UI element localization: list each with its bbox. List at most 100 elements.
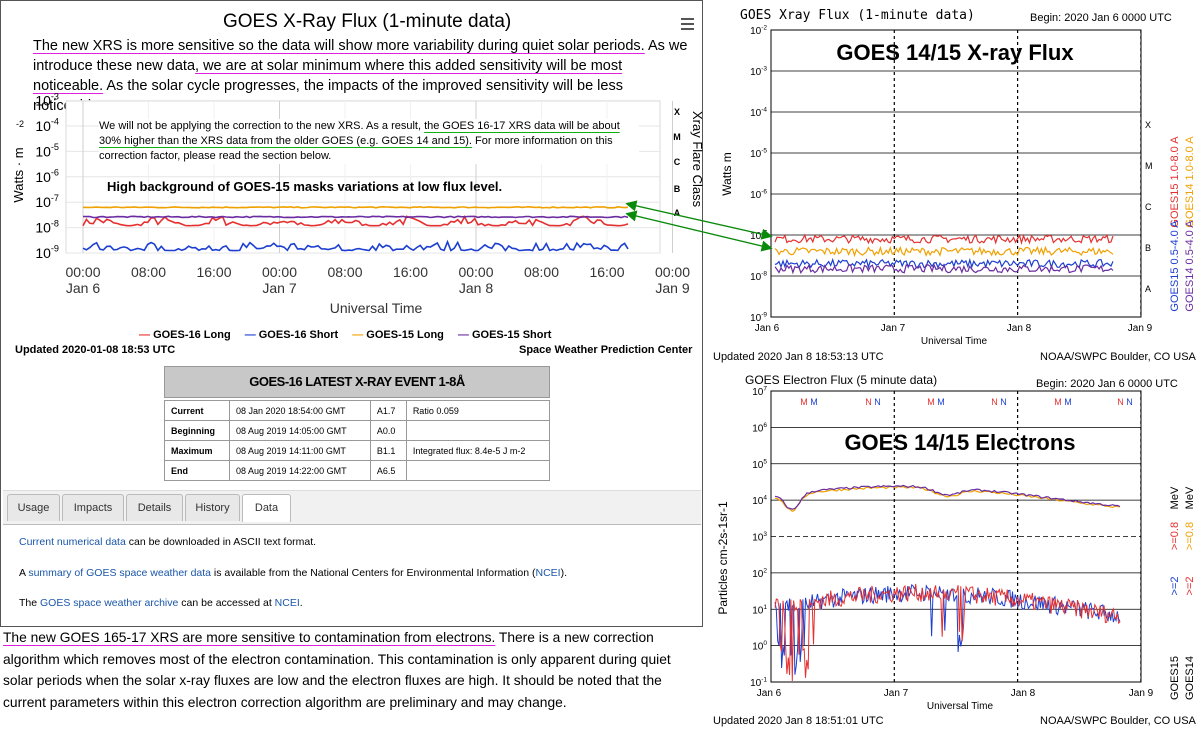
grid — [771, 30, 1142, 315]
data-tab-text: The — [19, 597, 41, 609]
event-time: 08 Aug 2019 14:22:00 GMT — [228, 460, 371, 481]
series-line — [82, 215, 629, 219]
series-line — [774, 484, 1121, 510]
legend-item[interactable]: — GOES-16 Long — [139, 329, 231, 341]
y-tick-label: 10-4 — [750, 107, 767, 120]
y-tick-label: 10-5 — [750, 148, 767, 161]
electron-begin: Begin: 2020 Jan 6 0000 UTC — [1036, 378, 1178, 390]
legend-item[interactable]: — GOES-15 Long — [352, 329, 444, 341]
electron-title: GOES Electron Flux (5 minute data) — [745, 373, 937, 387]
event-row: End 08 Aug 2019 14:22:00 GMT A6.5 — [164, 460, 551, 481]
hamburger-menu-icon[interactable] — [681, 18, 694, 30]
x-tick-label: Jan 8 — [1011, 688, 1036, 699]
goes14-15-xray-chart: GOES Xray Flux (1-minute data) Begin: 20… — [713, 8, 1197, 363]
tab-impacts[interactable]: Impacts — [62, 494, 124, 521]
flare-class-label: X — [674, 107, 680, 117]
y-tick-labels: 10-9 10-8 10-7 10-6 10-5 10-4 10-3 — [35, 93, 59, 261]
electron-credit: NOAA/SWPC Boulder, CO USA — [1040, 715, 1197, 727]
event-title: GOES-16 LATEST X-RAY EVENT 1-8Å — [164, 366, 550, 398]
background-note: High background of GOES-15 masks variati… — [107, 179, 503, 194]
page-title: GOES X-Ray Flux (1-minute data) — [223, 11, 512, 32]
swpc-label: Space Weather Prediction Center — [519, 344, 693, 356]
event-label: Maximum — [164, 440, 230, 461]
series-line — [82, 214, 629, 227]
electron-right-label: GOES14 — [1184, 656, 1196, 700]
archive-link[interactable]: GOES space weather archive — [40, 597, 179, 609]
tab-details[interactable]: Details — [126, 494, 183, 521]
xray-begin: Begin: 2020 Jan 6 0000 UTC — [1030, 12, 1172, 24]
note-part-2: the GOES 16-17 XRS data will be about 30… — [99, 120, 620, 147]
y-tick-label: 102 — [752, 567, 767, 580]
series-line — [774, 233, 1114, 246]
tab-data[interactable]: Data — [242, 494, 291, 522]
electron-overlay-title: GOES 14/15 Electrons — [844, 430, 1075, 455]
current-data-link[interactable]: Current numerical data — [19, 536, 126, 548]
legend-item[interactable]: — GOES-16 Short — [244, 329, 339, 341]
y-tick-label: 10-6 — [750, 189, 767, 202]
series-line — [774, 263, 1114, 275]
event-note: Integrated flux: 8.4e-5 J m-2 — [405, 440, 551, 461]
y-tick-label: 10-3 — [750, 66, 767, 79]
electron-right-label: >=0.8 — [1169, 522, 1181, 550]
y-axis-label-exp: -2 — [16, 119, 24, 129]
event-table: Current 08 Jan 2020 18:54:00 GMT A1.7 Ratio… — [164, 400, 551, 481]
electron-contamination-note: The new GOES 165-17 XRS are more sensiti… — [3, 627, 703, 713]
flare-class-letter: B — [1145, 243, 1151, 253]
summary-link[interactable]: summary of GOES space weather data — [28, 567, 212, 579]
y-tick-label: 10-9 — [35, 244, 59, 261]
event-time: 08 Aug 2019 14:05:00 GMT — [228, 420, 371, 441]
tab-usage[interactable]: Usage — [7, 494, 60, 521]
event-time: 08 Aug 2019 14:11:00 GMT — [228, 440, 371, 461]
xray-credit: NOAA/SWPC Boulder, CO USA — [1040, 351, 1197, 363]
legend-item[interactable]: — GOES-15 Short — [457, 329, 552, 341]
data-tab-text: is available from the National Centers f… — [211, 567, 536, 579]
flare-class-label: M — [673, 132, 681, 142]
event-label: End — [164, 460, 230, 481]
data-tab-line-3: The GOES space weather archive can be ac… — [19, 597, 303, 609]
xray-updated: Updated 2020 Jan 8 18:53:13 UTC — [713, 351, 884, 363]
xray-xlabel: Universal Time — [921, 336, 988, 347]
y-axis-label: Watts · m — [11, 147, 26, 202]
x-tick-label: Jan 7 — [884, 688, 909, 699]
electron-ylabel: Particles cm-2s-1sr-1 — [716, 501, 730, 615]
intro-sentence-2b: , we are at solar minimum where this add… — [33, 58, 623, 94]
xray-title: GOES Xray Flux (1-minute data) — [740, 8, 975, 23]
ncei-link[interactable]: NCEI — [535, 567, 561, 579]
y-tick-label: 10-3 — [35, 93, 59, 109]
electron-right-label: >=2 — [1169, 577, 1181, 596]
correction-note: We will not be applying the correction t… — [99, 119, 639, 164]
note-part-3: For more information on this correction … — [99, 135, 613, 162]
flare-class-letters: X M C B A — [1145, 120, 1153, 294]
x-tick-label: Jan 9 — [1128, 323, 1153, 334]
orbit-marker: N N — [991, 397, 1007, 407]
flare-class-letter: M — [1145, 161, 1153, 171]
event-label: Beginning — [164, 420, 230, 441]
y-tick-labels: 10-9 10-8 10-7 10-6 10-5 10-4 10-3 10-2 — [750, 25, 767, 325]
event-class: A6.5 — [369, 460, 407, 481]
data-tab-line-2: A summary of GOES space weather data is … — [19, 567, 567, 579]
tab-history[interactable]: History — [185, 494, 240, 521]
electron-right-labels: GOES15 >=2 >=0.8 MeV GOES14 >=2 >=0.8 MeV — [1169, 486, 1196, 700]
y-tick-label: 10-8 — [35, 218, 59, 235]
xray-plot-area — [770, 29, 1142, 318]
x-tick-label: Jan 8 — [1007, 323, 1032, 334]
ncei-link[interactable]: NCEI — [274, 597, 300, 609]
data-tab-text: . — [299, 597, 303, 609]
flare-class-letter: C — [1145, 202, 1152, 212]
event-time: 08 Jan 2020 18:54:00 GMT — [228, 400, 371, 421]
latest-event-panel: GOES-16 LATEST X-RAY EVENT 1-8Å Current 0… — [164, 366, 551, 481]
orbit-marker: M M — [1054, 397, 1072, 407]
electron-right-label: MeV — [1184, 486, 1196, 509]
label-goes14-short: GOES14 0.5-4.0 A — [1184, 220, 1196, 312]
xray-overlay-title: GOES 14/15 X-ray Flux — [836, 40, 1074, 65]
electron-right-label: >=0.8 — [1184, 522, 1196, 550]
x-tick-labels: Jan 6 Jan 7 Jan 8 Jan 9 — [757, 688, 1154, 699]
x-tick-label: 08:00 — [327, 264, 362, 280]
note-part-1: We will not be applying the correction t… — [99, 120, 425, 132]
flare-class-label: C — [674, 157, 681, 167]
y-tick-label: 103 — [752, 531, 767, 544]
goes14-15-electron-chart: GOES Electron Flux (5 minute data) Begin… — [713, 373, 1197, 727]
data-tab-line-1: Current numerical data can be downloaded… — [19, 536, 316, 548]
x-tick-label: 08:00 — [131, 264, 166, 280]
orbit-marker: M M — [800, 397, 818, 407]
